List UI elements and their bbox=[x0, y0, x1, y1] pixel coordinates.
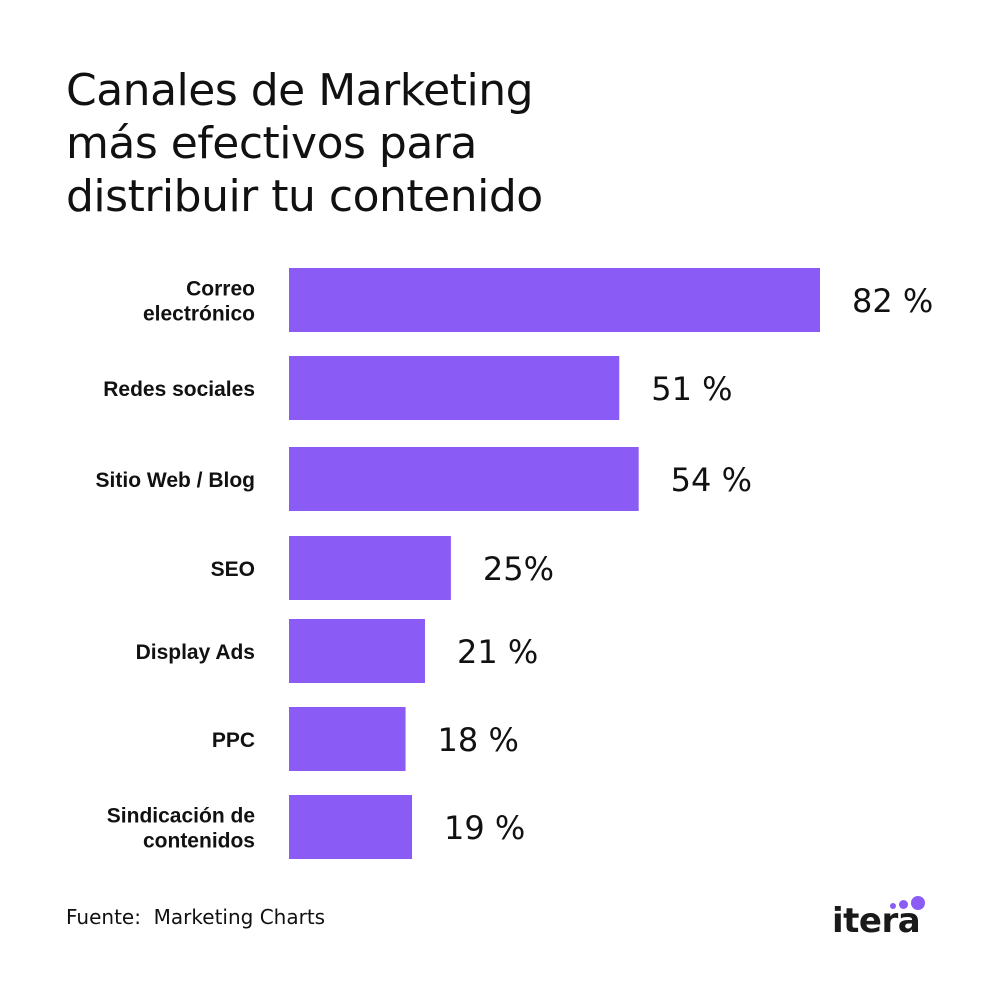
logo-dot-small bbox=[890, 903, 896, 909]
bar bbox=[289, 447, 639, 511]
itera-logo: itera bbox=[832, 895, 942, 945]
value-label: 25% bbox=[483, 550, 554, 588]
title-line-3: distribuir tu contenido bbox=[66, 171, 543, 222]
value-label: 54 % bbox=[671, 461, 752, 499]
title-line-1: Canales de Marketing bbox=[66, 65, 534, 116]
chart-title: Canales de Marketing más efectivos para … bbox=[66, 64, 766, 223]
category-label: SEO bbox=[211, 558, 255, 581]
bar bbox=[289, 536, 451, 600]
category-label: PPC bbox=[212, 729, 255, 752]
category-label: Sindicación de contenidos bbox=[107, 805, 255, 853]
bar bbox=[289, 268, 820, 332]
source-note: Fuente: Marketing Charts bbox=[66, 905, 326, 929]
value-label: 51 % bbox=[651, 370, 732, 408]
logo-dot-large bbox=[911, 896, 925, 910]
bar bbox=[289, 707, 406, 771]
bar bbox=[289, 619, 425, 683]
category-label: Correo electrónico bbox=[143, 278, 255, 326]
bar bbox=[289, 356, 620, 420]
bar bbox=[289, 795, 413, 859]
value-label: 19 % bbox=[444, 809, 525, 847]
category-label: Sitio Web / Blog bbox=[96, 469, 255, 492]
value-label: 18 % bbox=[438, 721, 519, 759]
category-label: Redes sociales bbox=[103, 378, 255, 401]
logo-dot-medium bbox=[899, 900, 908, 909]
category-label: Display Ads bbox=[136, 641, 255, 664]
value-label: 82 % bbox=[852, 282, 933, 320]
title-line-2: más efectivos para bbox=[66, 118, 477, 169]
value-label: 21 % bbox=[457, 633, 538, 671]
